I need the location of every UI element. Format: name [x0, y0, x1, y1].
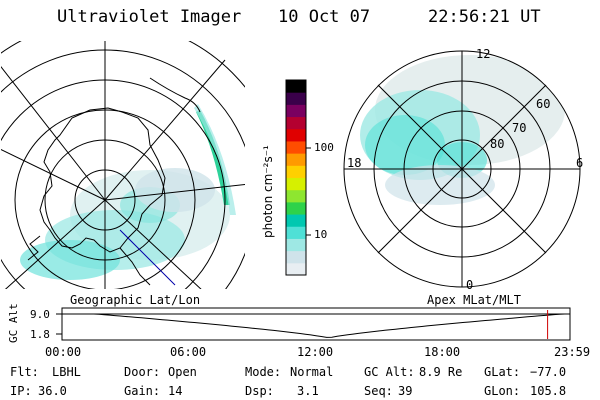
colorbar-tick-100: 100: [314, 141, 334, 154]
colorbar-band: [286, 201, 306, 215]
altitude-curve: [62, 313, 570, 338]
timeline-xtick-2359: 23:59: [554, 345, 591, 359]
colorbar-tick-10: 10: [314, 228, 328, 241]
colorbar-band: [286, 189, 306, 203]
colorbar-band: [286, 226, 306, 239]
timeline-ytick-low: 1.8: [30, 328, 50, 341]
dsp-label: Dsp:: [245, 384, 274, 398]
colorbar-band: [286, 104, 306, 118]
observation-date: 10 Oct 07: [278, 7, 371, 27]
colorbar-band: [286, 92, 306, 105]
colorbar-band: [286, 214, 306, 227]
dsp-value: 3.1: [297, 384, 319, 398]
gain-value: 14: [168, 384, 183, 398]
colorbar-band: [286, 177, 306, 191]
mlt-label-18: 18: [347, 156, 362, 170]
mlat-label-70: 70: [512, 121, 527, 135]
colorbar-band: [286, 128, 306, 142]
colorbar-band: [286, 250, 306, 264]
gc-alt-label: GC Alt:: [364, 365, 415, 379]
ip-value: 36.0: [38, 384, 67, 398]
observation-time: 22:56:21 UT: [428, 7, 541, 27]
mode-value: Normal: [290, 365, 334, 379]
colorbar-band: [286, 80, 306, 93]
geo-meridians: [0, 40, 246, 290]
timeline-xtick-1200: 12:00: [297, 345, 334, 359]
gc-alt-value: 8.9 Re: [419, 365, 463, 379]
glat-value: −77.0: [530, 365, 567, 379]
mag-grid: [343, 50, 581, 288]
filter-label: Flt:: [10, 365, 39, 379]
gain-label: Gain:: [124, 384, 161, 398]
timeline-ylabel: GC Alt: [7, 303, 20, 343]
mlt-label-6: 6: [576, 156, 584, 170]
colorbar-band: [286, 116, 306, 130]
filter-value: LBHL: [52, 365, 81, 379]
colorbar-band: [286, 262, 306, 276]
coastline: [39, 107, 166, 253]
glon-value: 105.8: [530, 384, 567, 398]
door-value: Open: [168, 365, 197, 379]
colorbar-band: [286, 153, 306, 166]
ip-label: IP:: [10, 384, 32, 398]
colorbar-band: [286, 165, 306, 178]
timeline-ytick-high: 9.0: [30, 308, 50, 321]
timeline-xtick-0600: 06:00: [170, 345, 207, 359]
seq-value: 39: [398, 384, 413, 398]
timeline-xtick-1800: 18:00: [424, 345, 461, 359]
mag-map-label: Apex MLat/MLT: [427, 293, 521, 307]
mlat-label-80: 80: [490, 137, 505, 151]
seq-label: Seq:: [364, 384, 393, 398]
door-label: Door:: [124, 365, 161, 379]
timeline-xtick-0000: 00:00: [45, 345, 82, 359]
glon-label: GLon:: [484, 384, 521, 398]
geo-map-label: Geographic Lat/Lon: [70, 293, 201, 307]
colorbar-band: [286, 238, 306, 252]
mlat-label-60: 60: [536, 97, 551, 111]
colorbar-band: [286, 140, 306, 154]
instrument-title: Ultraviolet Imager: [57, 7, 242, 27]
glat-label: GLat:: [484, 365, 521, 379]
mlt-label-12: 12: [476, 47, 491, 61]
mlt-label-0: 0: [466, 278, 474, 292]
mode-label: Mode:: [245, 365, 282, 379]
